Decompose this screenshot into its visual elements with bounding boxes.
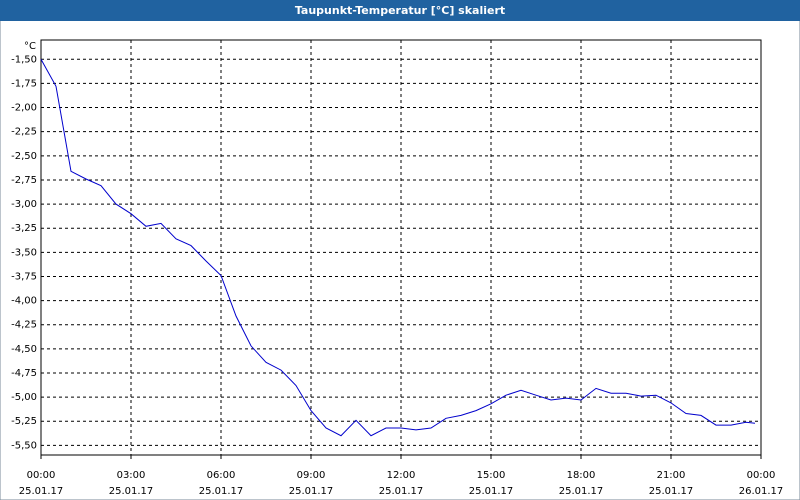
x-tick-date: 25.01.17 (199, 486, 244, 497)
y-tick-label: -3,50 (11, 247, 37, 258)
data-line (40, 59, 756, 437)
x-tick-date: 26.01.17 (739, 486, 784, 497)
x-tick-label: 09:00 (297, 470, 326, 481)
y-tick-label: -3,75 (11, 271, 37, 282)
y-tick-label: -5,00 (11, 392, 37, 403)
x-tick-date: 25.01.17 (289, 486, 334, 497)
x-tick-label: 21:00 (657, 470, 686, 481)
y-tick-label: -3,25 (11, 223, 37, 234)
x-tick-label: 12:00 (387, 470, 416, 481)
y-tick-label: -4,75 (11, 368, 37, 379)
x-tick-date: 25.01.17 (379, 486, 424, 497)
y-tick-label: -2,75 (11, 175, 37, 186)
y-tick-label: -5,25 (11, 416, 37, 427)
y-tick-label: -2,00 (11, 103, 37, 114)
chart-title: Taupunkt-Temperatur [°C] skaliert (295, 4, 505, 17)
x-tick-date: 25.01.17 (649, 486, 694, 497)
x-tick-date: 25.01.17 (19, 486, 64, 497)
x-tick-date: 25.01.17 (109, 486, 154, 497)
x-tick-date: 25.01.17 (469, 486, 514, 497)
y-tick-label: -4,25 (11, 320, 37, 331)
y-tick-label: -4,50 (11, 344, 37, 355)
x-tick-label: 18:00 (567, 470, 596, 481)
y-tick-label: -1,75 (11, 78, 37, 89)
y-tick-label: -4,00 (11, 296, 37, 307)
y-tick-label: -3,00 (11, 199, 37, 210)
y-tick-label: -1,50 (11, 54, 37, 65)
y-unit: °C (24, 41, 36, 52)
y-tick-label: -2,25 (11, 127, 37, 138)
x-tick-date: 25.01.17 (559, 486, 604, 497)
y-tick-label: -2,50 (11, 151, 37, 162)
title-bar (0, 0, 800, 21)
x-tick-label: 03:00 (117, 470, 146, 481)
x-tick-label: 06:00 (207, 470, 236, 481)
x-tick-label: 00:00 (747, 470, 776, 481)
x-tick-label: 15:00 (477, 470, 506, 481)
x-tick-label: 00:00 (27, 470, 56, 481)
y-tick-label: -5,50 (11, 440, 37, 451)
